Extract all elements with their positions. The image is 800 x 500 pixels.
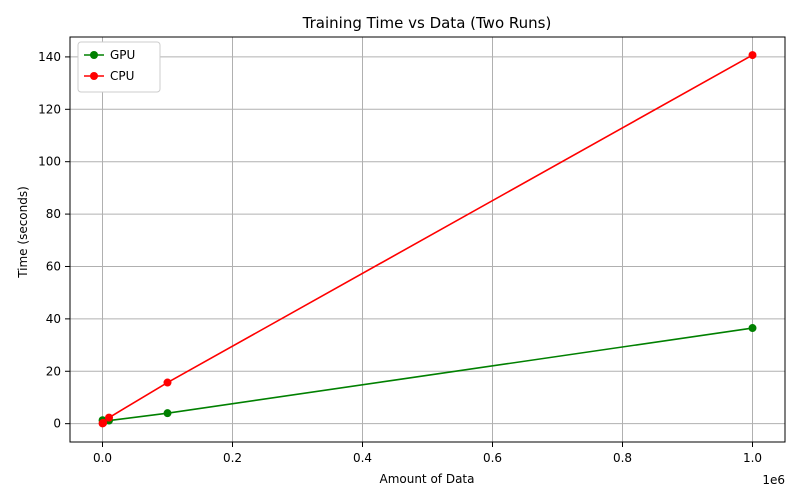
y-tick-label-0: 0 bbox=[53, 417, 61, 431]
plot-frame bbox=[69, 36, 786, 443]
axes: 0.0 0.2 0.4 0.6 0.8 1.0 0 20 40 60 80 100 120 140 bbox=[38, 36, 786, 465]
x-tick-label-4: 0.8 bbox=[613, 451, 632, 465]
x-tick-label-0: 0.0 bbox=[93, 451, 112, 465]
data-point-cpu-3 bbox=[163, 378, 172, 387]
y-tick-label-4: 80 bbox=[46, 207, 61, 221]
legend-gpu-marker bbox=[90, 51, 98, 59]
x-tick-label-1: 0.2 bbox=[223, 451, 242, 465]
y-tick-label-5: 100 bbox=[38, 155, 61, 169]
x-tick-label-5: 1.0 bbox=[743, 451, 762, 465]
legend-cpu-label: CPU bbox=[110, 69, 134, 83]
y-tick-label-1: 20 bbox=[46, 364, 61, 378]
y-tick-label-6: 120 bbox=[38, 102, 61, 116]
plot-area bbox=[98, 51, 757, 428]
legend-gpu-label: GPU bbox=[110, 48, 135, 62]
chart-title: Training Time vs Data (Two Runs) bbox=[302, 14, 552, 32]
y-tick-label-2: 40 bbox=[46, 312, 61, 326]
y-tick-label-3: 60 bbox=[46, 259, 61, 273]
data-point-cpu-1 bbox=[99, 418, 108, 427]
x-axis-label: Amount of Data bbox=[379, 472, 474, 486]
data-point-gpu-4 bbox=[748, 324, 757, 333]
data-point-cpu-2 bbox=[105, 413, 113, 422]
legend: GPU CPU bbox=[77, 41, 161, 93]
data-point-gpu-3 bbox=[163, 409, 172, 418]
data-point-cpu-4 bbox=[748, 51, 757, 60]
x-offset-label: 1e6 bbox=[762, 473, 785, 487]
legend-cpu-marker bbox=[90, 72, 98, 80]
x-tick-label-2: 0.4 bbox=[353, 451, 372, 465]
y-axis-label: Time (seconds) bbox=[16, 186, 30, 279]
y-tick-label-7: 140 bbox=[38, 50, 61, 64]
x-tick-label-3: 0.6 bbox=[483, 451, 502, 465]
